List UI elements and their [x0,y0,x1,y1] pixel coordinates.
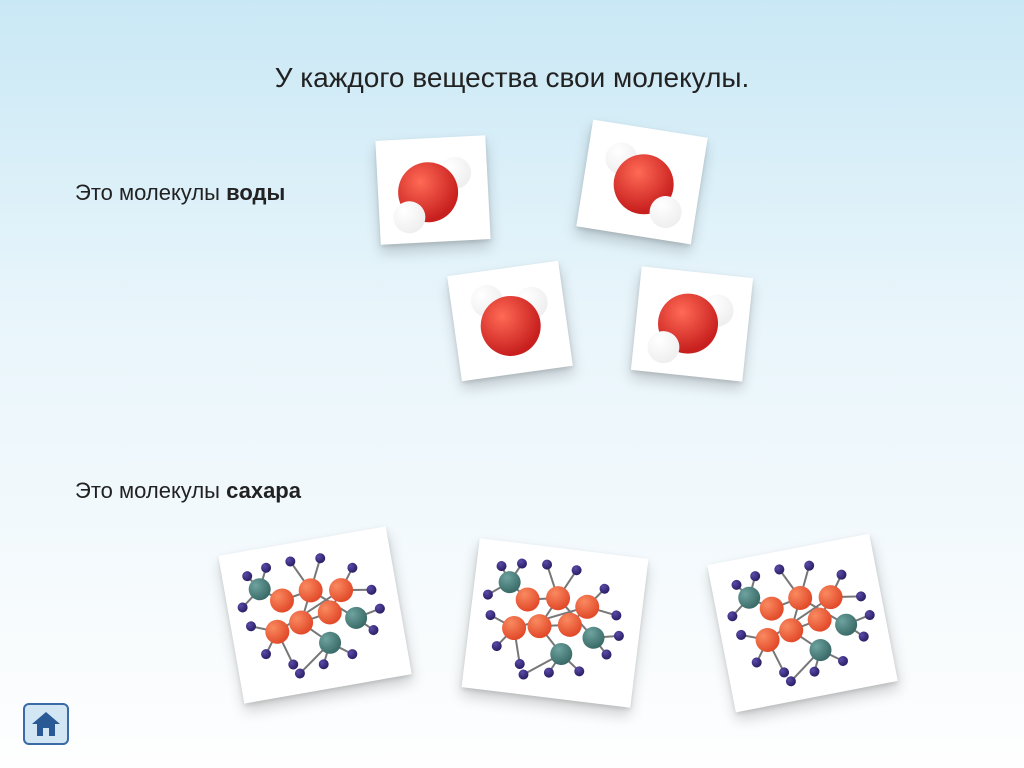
sugar-molecule-tile-3 [707,534,898,713]
home-nav-button[interactable] [22,702,70,746]
water-molecule-tile-2 [576,120,707,245]
water-molecule-tile-1 [375,135,490,245]
water-label: Это молекулы воды [75,180,285,206]
sugar-prefix: Это молекулы [75,478,226,503]
sugar-label: Это молекулы сахара [75,478,301,504]
sugar-bold: сахара [226,478,301,503]
sugar-molecule-tile-1 [218,526,411,703]
water-molecule-tile-4 [631,266,753,381]
sugar-molecule-tile-2 [461,538,648,708]
water-bold: воды [226,180,285,205]
water-molecule-tile-3 [447,261,573,382]
water-prefix: Это молекулы [75,180,226,205]
page-title: У каждого вещества свои молекулы. [0,62,1024,94]
